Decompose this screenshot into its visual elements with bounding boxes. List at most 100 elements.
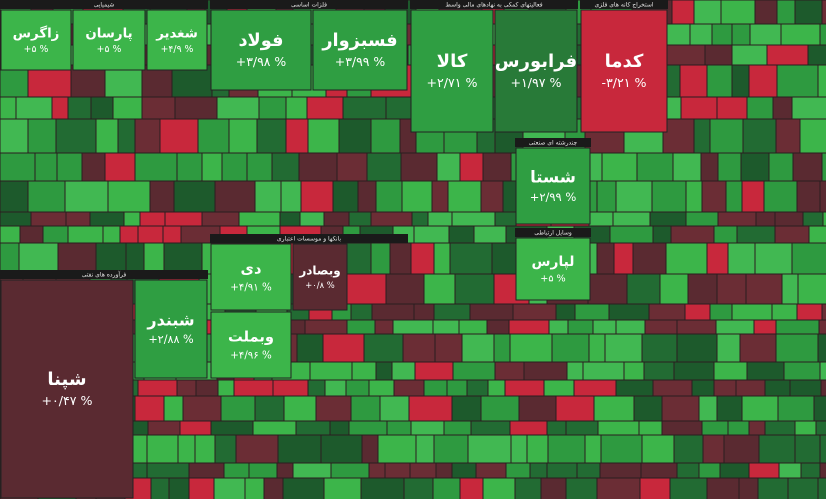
filler-tile [323, 334, 364, 362]
filler-tile [58, 243, 96, 274]
filler-tile [120, 226, 138, 243]
filler-tile [749, 65, 777, 97]
sector-name: فرآورده های نفتی [82, 270, 127, 279]
filler-tile [747, 362, 784, 380]
filler-tile [367, 153, 401, 181]
filler-tile [821, 380, 826, 396]
filler-tile [272, 153, 299, 181]
filler-tile [424, 274, 455, 304]
stock-name: لپارس [532, 254, 575, 270]
filler-tile [743, 119, 776, 153]
filler-tile [823, 212, 826, 226]
filler-tile [393, 320, 433, 334]
filler-tile [716, 320, 754, 334]
filler-tile [305, 320, 347, 334]
filler-tile [633, 243, 666, 274]
filler-tile [375, 320, 393, 334]
filler-tile [392, 362, 415, 380]
filler-tile [20, 226, 43, 243]
filler-tile [452, 396, 481, 421]
filler-tile [662, 396, 699, 421]
sector-name: فلزات اساسی [291, 2, 327, 9]
filler-tile [649, 304, 685, 320]
filler-tile [788, 478, 818, 499]
stock-name: شستا [530, 167, 576, 186]
filler-tile [681, 97, 717, 119]
filler-tile [822, 153, 826, 181]
filler-tile [616, 380, 653, 396]
filler-tile [781, 24, 820, 45]
filler-tile [474, 226, 506, 243]
filler-tile [492, 243, 519, 274]
filler-tile [721, 0, 755, 24]
filler-tile [150, 181, 174, 212]
filler-tile [414, 226, 449, 243]
filler-tile [273, 380, 308, 396]
filler-tile [402, 181, 432, 212]
filler-tile [221, 396, 255, 421]
filler-tile [164, 396, 183, 421]
filler-tile [724, 435, 759, 463]
filler-tile [349, 212, 371, 226]
filler-tile [151, 478, 169, 499]
filler-tile [284, 396, 316, 421]
filler-tile [645, 320, 677, 334]
filler-tile [637, 153, 673, 181]
filler-tile [459, 320, 487, 334]
stock-change: +۵ % [97, 44, 122, 55]
filler-tile [765, 421, 795, 435]
filler-tile [401, 153, 437, 181]
filler-tile [148, 421, 180, 435]
filler-tile [680, 65, 707, 97]
filler-tile [483, 478, 515, 499]
filler-tile [215, 181, 255, 212]
filler-tile [568, 320, 593, 334]
filler-tile [660, 274, 688, 304]
filler-tile [301, 181, 333, 212]
filler-tile [726, 181, 742, 212]
filler-tile [432, 181, 448, 212]
stock-change: +۰/۴۷ % [41, 393, 92, 408]
sector-header [0, 0, 208, 9]
filler-tile [510, 421, 547, 435]
filler-tile [765, 380, 790, 396]
filler-tile [172, 65, 212, 97]
filler-tile [820, 362, 826, 380]
filler-tile [690, 24, 712, 45]
filler-tile [316, 396, 351, 421]
filler-tile [671, 226, 714, 243]
filler-tile [750, 24, 781, 45]
filler-tile [371, 119, 400, 153]
filler-tile [609, 304, 649, 320]
stock-tile [210, 243, 292, 311]
filler-tile [325, 380, 346, 396]
filler-tile [549, 320, 568, 334]
filler-tile [814, 396, 826, 421]
filler-tile [82, 153, 105, 181]
stock-change: +۲/۷۱ % [426, 75, 477, 90]
filler-tile [189, 463, 224, 478]
filler-tile [589, 212, 613, 226]
sector-name: بانکها و موسسات اعتباری [277, 236, 341, 243]
filler-tile [66, 212, 90, 226]
filler-tile [177, 153, 202, 181]
filler-tile [597, 243, 614, 274]
filler-tile [428, 212, 452, 226]
filler-tile [277, 463, 293, 478]
filler-tile [467, 380, 488, 396]
filler-tile [96, 119, 118, 153]
filler-tile [257, 119, 286, 153]
filler-tile [710, 304, 732, 320]
filler-tile [411, 421, 444, 435]
sector-name: وسایل ارتباطی [534, 230, 572, 237]
filler-tile [324, 212, 349, 226]
filler-tile [769, 153, 793, 181]
filler-tile [324, 478, 361, 499]
filler-tile [742, 181, 764, 212]
filler-tile [105, 153, 135, 181]
filler-tile [519, 396, 556, 421]
filler-tile [527, 435, 548, 463]
filler-tile [556, 304, 575, 320]
filler-tile [358, 181, 376, 212]
filler-tile [692, 380, 714, 396]
